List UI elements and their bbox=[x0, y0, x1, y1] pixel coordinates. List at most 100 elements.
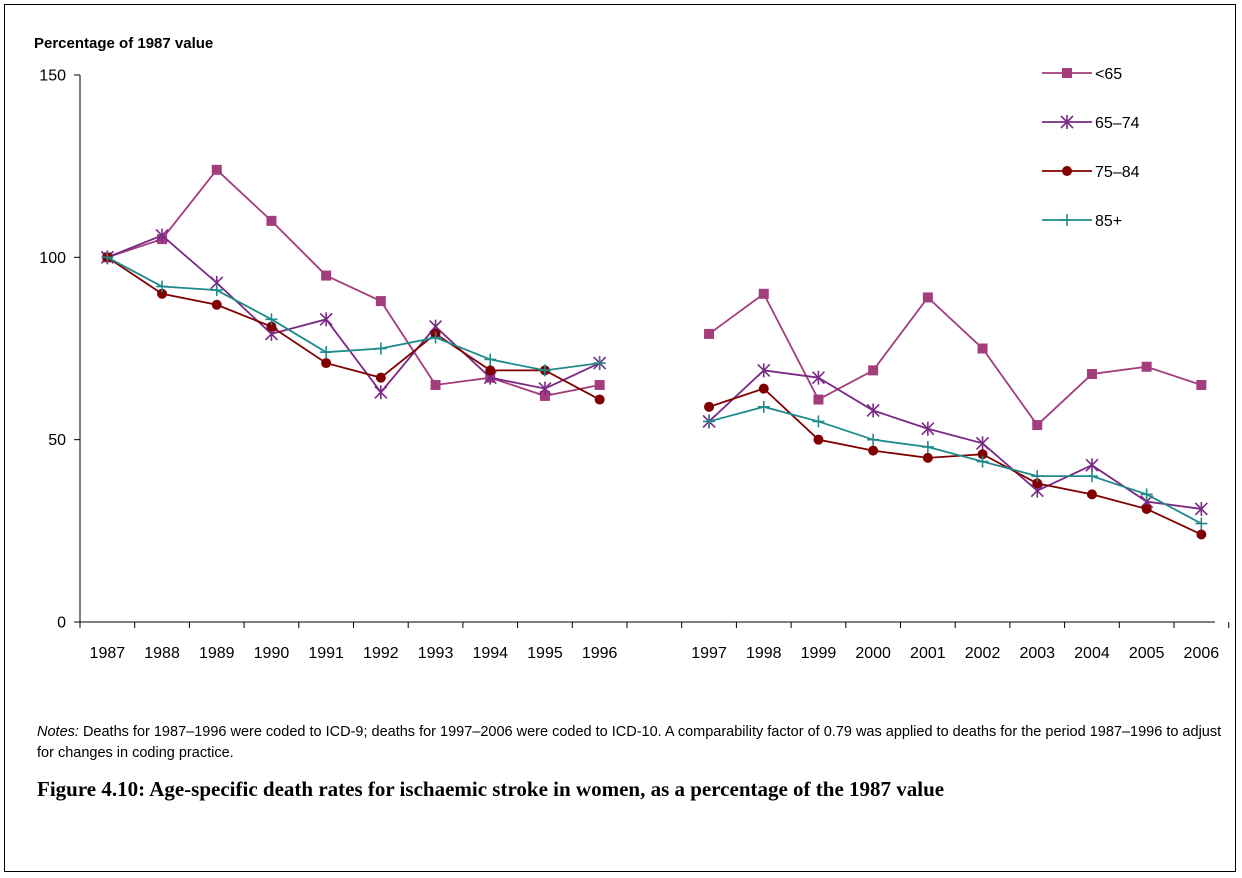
plus-marker bbox=[703, 415, 716, 428]
plus-marker bbox=[101, 251, 114, 264]
circle-marker bbox=[1032, 478, 1043, 489]
circle-marker bbox=[211, 299, 222, 310]
series-plus bbox=[101, 251, 1208, 530]
x-tick-label: 1987 bbox=[90, 645, 126, 662]
series-circle bbox=[102, 252, 1207, 540]
y-tick-label: 100 bbox=[39, 250, 66, 267]
plus-marker bbox=[1140, 488, 1153, 501]
circle-marker bbox=[758, 383, 769, 394]
circle-marker bbox=[1196, 529, 1207, 540]
x-tick-label: 2002 bbox=[965, 645, 1001, 662]
x-tick-label: 1994 bbox=[472, 645, 508, 662]
square-marker bbox=[266, 215, 277, 226]
square-marker bbox=[1062, 68, 1072, 78]
plus-marker bbox=[921, 440, 934, 453]
square-marker bbox=[758, 288, 769, 299]
legend-label: 75–84 bbox=[1095, 164, 1140, 181]
x-tick-label: 2004 bbox=[1074, 645, 1110, 662]
circle-marker bbox=[485, 365, 496, 376]
asterisk-marker bbox=[811, 370, 826, 385]
x-tick-label: 1996 bbox=[582, 645, 618, 662]
series-line bbox=[107, 234, 601, 394]
circle-marker bbox=[1062, 166, 1072, 176]
chart-legend: <65 65–74 75–84 85+ bbox=[1042, 66, 1140, 230]
series-line bbox=[708, 387, 1202, 536]
y-axis-ticks: 0 50 100 150 bbox=[39, 68, 80, 632]
square-marker bbox=[1032, 420, 1043, 431]
asterisk-marker bbox=[155, 228, 169, 243]
asterisk-marker bbox=[1194, 501, 1208, 516]
series-line bbox=[107, 168, 600, 397]
square-marker bbox=[539, 390, 550, 401]
circle-marker bbox=[922, 452, 933, 463]
plus-marker bbox=[320, 346, 333, 359]
x-tick-label: 2006 bbox=[1184, 645, 1220, 662]
square-marker bbox=[594, 379, 605, 390]
legend-item: <65 bbox=[1042, 66, 1122, 83]
x-tick-label: 1998 bbox=[746, 645, 782, 662]
circle-marker bbox=[266, 321, 277, 332]
series-square bbox=[102, 164, 1207, 431]
plus-marker bbox=[1195, 517, 1208, 530]
square-marker bbox=[1141, 361, 1152, 372]
plus-marker bbox=[867, 433, 880, 446]
plus-marker bbox=[429, 331, 442, 344]
series-asterisk bbox=[100, 228, 1208, 516]
figure-frame bbox=[4, 4, 1236, 872]
circle-marker bbox=[704, 401, 715, 412]
plus-marker bbox=[265, 313, 278, 326]
legend-label: <65 bbox=[1095, 66, 1122, 83]
asterisk-marker bbox=[374, 385, 388, 400]
circle-marker bbox=[594, 394, 605, 405]
y-tick-label: 50 bbox=[48, 432, 66, 449]
asterisk-marker bbox=[757, 363, 771, 378]
circle-marker bbox=[157, 288, 168, 299]
x-tick-label: 2003 bbox=[1019, 645, 1055, 662]
series-line bbox=[106, 256, 600, 372]
square-marker bbox=[813, 394, 824, 405]
asterisk-marker bbox=[1085, 458, 1099, 473]
circle-marker bbox=[977, 449, 988, 460]
plus-marker bbox=[1031, 470, 1044, 483]
x-tick-label: 1999 bbox=[801, 645, 837, 662]
legend-item: 75–84 bbox=[1042, 164, 1140, 181]
asterisk-marker bbox=[319, 312, 333, 327]
plus-marker bbox=[538, 364, 551, 377]
square-marker bbox=[868, 365, 879, 376]
plus-marker bbox=[156, 280, 169, 293]
figure-caption: Figure 4.10: Age-specific death rates fo… bbox=[37, 777, 945, 801]
y-tick-label: 150 bbox=[39, 68, 66, 85]
circle-marker bbox=[321, 358, 332, 369]
series-line bbox=[708, 369, 1202, 510]
square-marker bbox=[922, 292, 933, 303]
square-marker bbox=[704, 328, 715, 339]
plus-marker bbox=[812, 415, 825, 428]
legend-item: 85+ bbox=[1042, 213, 1122, 230]
square-marker bbox=[375, 296, 386, 307]
plus-marker bbox=[210, 284, 223, 297]
series-line bbox=[708, 292, 1202, 427]
x-tick-label: 1995 bbox=[527, 645, 563, 662]
square-marker bbox=[977, 343, 988, 354]
x-tick-label: 1989 bbox=[199, 645, 235, 662]
plus-marker bbox=[1085, 470, 1098, 483]
circle-marker bbox=[868, 445, 879, 456]
x-tick-label: 1990 bbox=[254, 645, 290, 662]
square-marker bbox=[1086, 369, 1097, 380]
chart-notes: Notes: Deaths for 1987–1996 were coded t… bbox=[37, 722, 1227, 764]
x-tick-label: 1997 bbox=[691, 645, 727, 662]
y-axis-label: Percentage of 1987 value bbox=[34, 35, 213, 52]
series-line bbox=[106, 256, 601, 401]
circle-marker bbox=[813, 434, 824, 445]
plus-marker bbox=[757, 400, 770, 413]
series-line bbox=[708, 405, 1202, 525]
asterisk-marker bbox=[921, 421, 935, 436]
legend-label: 65–74 bbox=[1095, 115, 1140, 132]
square-marker bbox=[430, 379, 441, 390]
x-tick-label: 1993 bbox=[418, 645, 454, 662]
x-tick-label: 1992 bbox=[363, 645, 399, 662]
plus-marker bbox=[484, 353, 497, 366]
square-marker bbox=[211, 164, 222, 175]
plus-marker bbox=[593, 357, 606, 370]
